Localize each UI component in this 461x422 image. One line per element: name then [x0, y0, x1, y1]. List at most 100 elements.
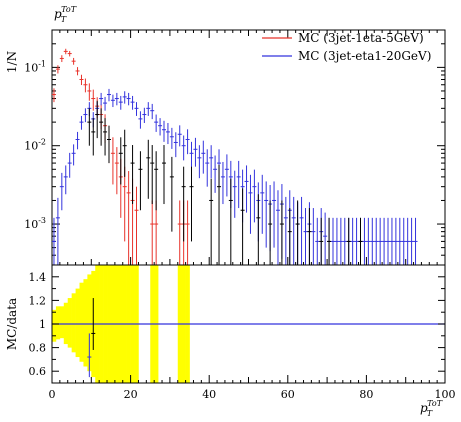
data-point — [311, 208, 316, 265]
ratio-band-bin — [52, 309, 57, 342]
data-point — [401, 217, 406, 265]
data-point — [118, 95, 123, 110]
data-point — [386, 217, 391, 265]
data-point — [370, 217, 375, 265]
data-point — [209, 145, 214, 179]
x-tick-label: 20 — [124, 388, 138, 401]
data-point — [75, 67, 80, 76]
ratio-band-bin — [79, 282, 84, 362]
data-point — [134, 186, 139, 265]
data-point — [177, 125, 182, 147]
data-point — [146, 139, 151, 199]
data-point — [71, 144, 76, 166]
ratio-y-axis-label: MC/data — [5, 298, 19, 350]
data-point — [244, 165, 249, 213]
data-point — [63, 48, 68, 55]
data-point — [354, 217, 359, 265]
data-point — [122, 91, 127, 104]
data-point — [51, 88, 56, 103]
data-point — [75, 131, 80, 150]
data-point — [51, 217, 56, 265]
data-point — [106, 88, 111, 102]
data-point — [59, 172, 64, 211]
x-axis-ticks: 0 20 40 60 80 100 — [49, 30, 456, 401]
data-point — [181, 135, 186, 161]
data-point — [350, 217, 355, 265]
data-point — [122, 166, 127, 242]
y-axis-label: 1/N — [5, 51, 19, 73]
data-point — [95, 100, 100, 139]
legend-label: MC (3jet-eta1-20GeV) — [298, 49, 431, 63]
data-point — [63, 165, 68, 195]
data-point — [99, 92, 104, 106]
legend-entry-1: MC (3jet-eta1-20GeV) — [262, 49, 431, 63]
data-point — [130, 145, 135, 205]
ratio-y-ticks: 0.6 0.8 1 1.2 1.4 — [29, 264, 445, 384]
data-point — [87, 83, 92, 101]
x-tick-label: 100 — [435, 388, 456, 401]
data-point — [158, 118, 163, 136]
data-point — [150, 145, 155, 205]
data-point — [106, 125, 111, 164]
data-point — [303, 208, 308, 265]
data-point — [366, 217, 371, 265]
ratio-band-bin — [83, 279, 88, 367]
series-2 — [87, 100, 363, 265]
ratio-tick-label: 1.4 — [29, 271, 47, 284]
data-point — [189, 166, 194, 242]
data-point — [126, 92, 131, 106]
data-point — [217, 164, 222, 265]
data-point — [162, 120, 167, 142]
data-point — [330, 217, 335, 265]
data-point — [307, 208, 312, 265]
data-point — [268, 200, 273, 265]
legend-entry-0: MC (3jet-1eta-5GeV) — [262, 31, 424, 45]
data-point — [138, 151, 143, 211]
y-tick-label: 10-3 — [24, 216, 46, 231]
data-point — [220, 161, 225, 205]
data-point — [83, 78, 88, 93]
y-tick-label: 10-2 — [24, 138, 46, 153]
x-tick-label: 80 — [359, 388, 373, 401]
ratio-point — [87, 333, 92, 378]
ratio-tick-label: 1.2 — [29, 294, 47, 307]
data-point — [205, 149, 210, 187]
data-point — [358, 217, 363, 265]
data-point — [55, 65, 60, 74]
data-point — [185, 200, 190, 265]
data-point — [99, 108, 104, 146]
data-point — [405, 217, 410, 265]
ratio-tick-label: 0.6 — [29, 365, 47, 378]
legend-label: MC (3jet-1eta-5GeV) — [298, 31, 424, 45]
data-point — [338, 217, 343, 265]
data-point — [362, 217, 367, 265]
data-point — [126, 171, 131, 265]
ratio-band-bin — [55, 306, 61, 340]
data-point — [319, 217, 324, 265]
data-point — [224, 154, 229, 197]
data-point — [189, 141, 194, 171]
data-point — [150, 103, 155, 120]
data-point — [393, 217, 398, 265]
data-point — [169, 156, 174, 232]
data-point — [201, 140, 206, 174]
data-point — [327, 217, 332, 265]
data-point — [118, 137, 123, 185]
data-point — [83, 108, 88, 123]
data-point — [209, 178, 214, 265]
data-point — [177, 200, 182, 265]
data-point — [291, 196, 296, 265]
data-point — [295, 200, 300, 265]
data-point — [283, 196, 288, 265]
data-point — [79, 115, 84, 130]
data-point — [185, 129, 190, 155]
data-point — [397, 217, 402, 265]
x-axis-label: pTToT — [420, 399, 443, 418]
data-point — [378, 217, 383, 265]
data-point — [193, 137, 198, 167]
data-point — [114, 147, 119, 195]
ratio-panel: 0.6 0.8 1 1.2 1.4 0 20 40 60 80 100 — [29, 30, 456, 401]
data-point — [279, 200, 284, 265]
data-point — [59, 55, 64, 63]
